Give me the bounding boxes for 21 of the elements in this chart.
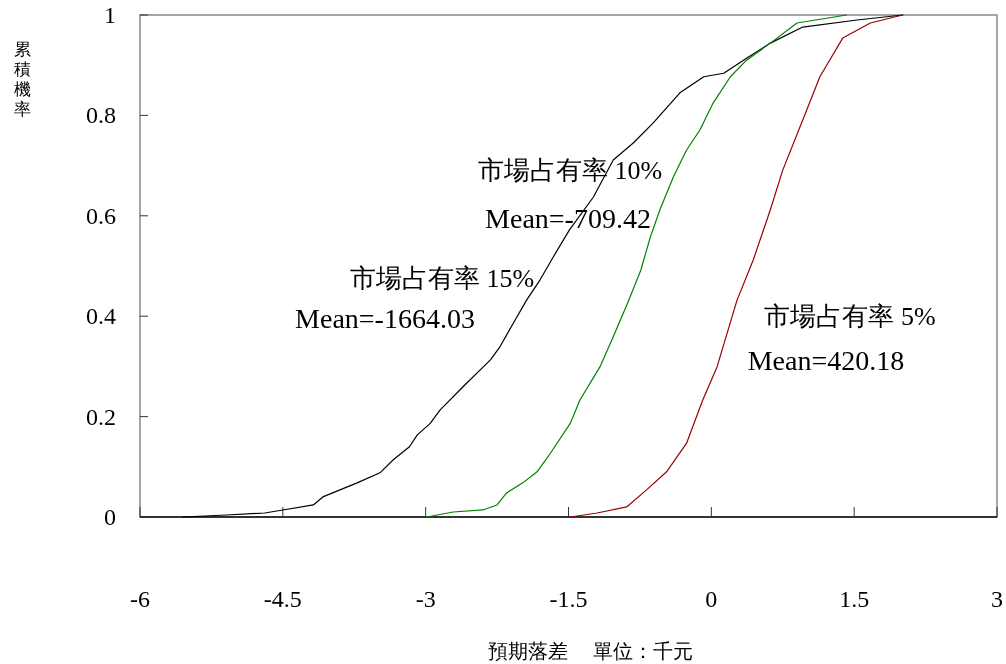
series-label: 市場占有率 10% [477,156,663,185]
x-tick-label: -1.5 [549,586,588,612]
x-tick-label: -3 [415,586,436,612]
y-tick-label: 0 [104,504,116,530]
line-series [182,14,904,518]
x-tick-label: 3 [991,586,1003,612]
x-axis-title: 預期落差 單位：千元 [487,640,693,662]
x-tick-label: 1.5 [839,586,870,612]
y-tick-label: 0.2 [86,403,116,430]
x-tick-label: -6 [130,586,150,612]
series-label: 市場占有率 15% [349,264,535,293]
y-tick-label: 0.6 [86,202,116,229]
annotation: Mean=-1664.03 [295,303,475,334]
series-label: 市場占有率 5% [764,302,936,331]
x-tick-label: -4.5 [263,586,302,612]
ylabel: 累積機率 [13,40,31,119]
y-tick-label: 1 [104,2,116,28]
y-tick-label: 0.4 [86,303,116,330]
y-tick-label: 0.8 [86,102,116,129]
annotation: Mean=420.18 [747,345,905,376]
x-tick-label: 0 [705,586,718,612]
